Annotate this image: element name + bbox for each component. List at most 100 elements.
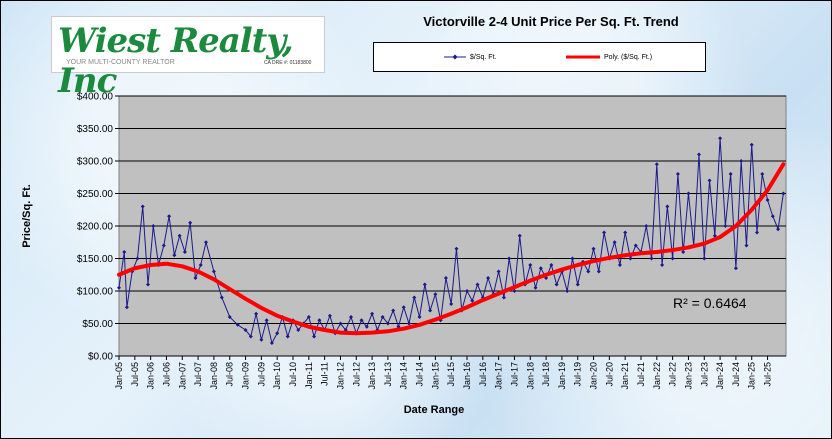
y-tick-label: $50.00 [82,319,113,330]
series-point-price [591,246,596,251]
x-tick-label: Jul-14 [415,362,425,387]
series-point-price [776,227,781,232]
series-point-price [364,324,369,329]
x-tick-label: Jan-07 [177,362,187,390]
x-tick-label: Jul-17 [509,362,519,387]
series-point-price [259,337,264,342]
series-point-price [765,198,770,202]
series-point-price [670,256,675,261]
series-point-price [723,224,728,228]
series-point-price [702,256,707,261]
series-point-price [507,256,512,261]
series-point-price [161,243,166,248]
series-point-price [422,282,427,287]
series-point-price [649,256,654,261]
series-point-price [644,224,649,228]
y-axis-ticks: $0.00 $50.00 $100.00 $150.00 $200.00 $250.00 $… [77,92,119,363]
legend-item-series: $/Sq. Ft. [444,43,496,71]
series-point-price [443,276,448,280]
series-point-price [559,269,564,274]
series-point-price [375,328,380,332]
series-point-price [370,311,375,316]
gridlines [119,95,786,357]
x-tick-label: Jan-24 [715,362,725,390]
x-tick-label: Jul-22 [668,362,678,387]
series-point-price [285,334,290,339]
series-point-price [198,263,203,267]
series-point-price [338,321,343,326]
series-point-price [219,295,224,300]
legend-item-trend: Poly. ($/Sq. Ft.) [566,43,652,71]
series-point-price [475,282,480,287]
series-point-price [254,311,259,316]
series-point-price [396,324,401,329]
x-tick-label: Jan-25 [747,362,757,390]
series-point-price [581,259,585,264]
x-tick-label: Jul-24 [731,362,741,387]
series-point-price [193,276,198,280]
series-point-price [243,328,248,332]
series-point-price [707,178,712,183]
series-point-price [117,285,121,290]
series-point-price [770,214,775,219]
x-tick-label: Jan-14 [399,362,409,390]
series-point-price [401,305,406,310]
series-point-price [296,328,301,332]
series-point-price [486,276,491,280]
series-point-price [433,292,438,297]
logo-license: CA DRE #: 01183800 [264,60,312,66]
series-point-price [322,328,327,332]
logo-tagline: YOUR MULTI-COUNTY REALTOR [66,59,175,66]
x-tick-label: Jan-16 [462,362,472,390]
x-tick-label: Jul-19 [573,362,583,387]
series-point-price [280,315,285,319]
series-point-price [317,318,322,323]
series-point-price [686,191,691,196]
series-point-price [182,250,187,254]
series-point-price [575,282,580,287]
y-tick-label: $350.00 [77,124,114,135]
series-point-price [533,285,538,290]
series-point-price [459,308,464,313]
series-point-price [359,318,364,323]
series-point-price [596,269,601,274]
x-tick-label: Jul-05 [130,362,140,387]
x-tick-label: Jan-09 [241,362,251,390]
series-point-price [554,282,559,287]
series-point-price [188,220,193,225]
series-point-price [697,152,701,157]
series-point-price [760,172,765,176]
series-point-price [343,328,348,332]
x-tick-label: Jul-09 [256,362,266,387]
series-point-price [172,253,177,258]
series-point-price [586,269,591,274]
x-tick-label: Jul-16 [478,362,488,387]
x-tick-label: Jan-12 [335,362,345,390]
series-point-price [660,263,665,267]
x-axis-ticks: Jan-05 Jul-05 Jan-06 Jul-06 Jan-07 Jul-07 Jan-… [114,356,773,390]
series-point-price [549,263,554,267]
series-layer [117,136,786,345]
series-point-price [333,331,338,336]
series-point-price [227,315,232,319]
series-point-price [449,302,454,306]
series-point-price [628,256,633,261]
x-tick-label: Jan-19 [557,362,567,390]
series-point-price [204,240,208,245]
x-tick-label: Jul-11 [320,362,330,386]
series-point-price [124,305,129,310]
x-tick-label: Jul-13 [383,362,393,387]
series-point-price [312,334,317,339]
series-point-price [739,159,744,163]
x-tick-label: Jul-23 [699,362,709,387]
series-point-price [130,269,135,274]
series-point-price [570,256,575,261]
series-point-price [501,295,506,300]
logo-wordmark: Wiest Realty, Inc [58,21,294,101]
series-point-price [140,204,145,209]
series-point-price [391,308,396,313]
series-point-price [135,256,140,261]
series-point-price [428,308,433,313]
x-tick-label: Jul-18 [541,362,551,387]
series-point-price [146,282,150,287]
